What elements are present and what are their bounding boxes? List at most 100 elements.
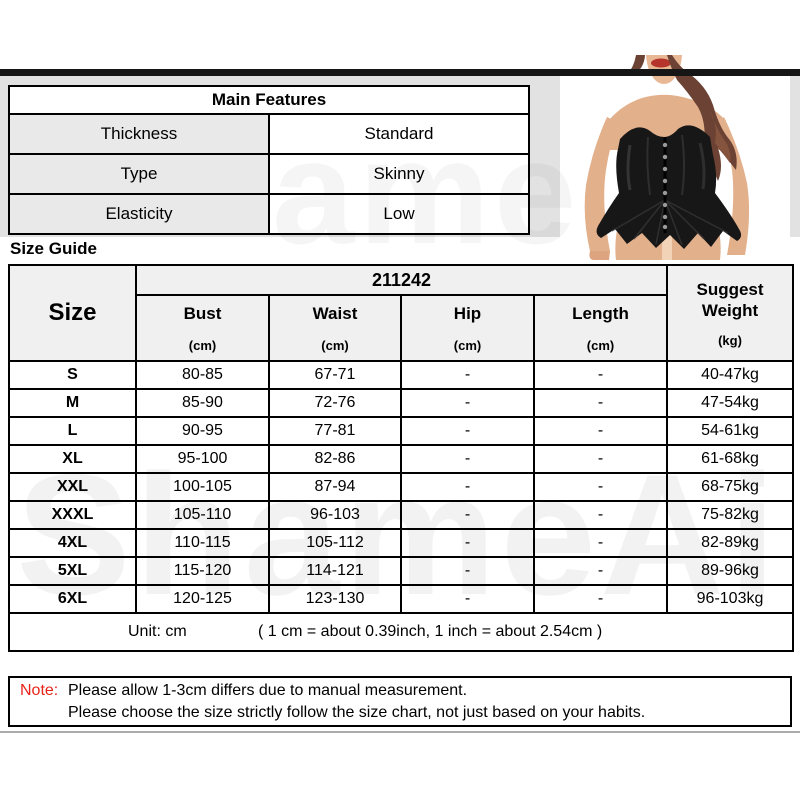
weight-value: 40-47kg [666,360,795,390]
size-label: 5XL [8,556,137,586]
table-row: XXL 100-105 87-94 - - 68-75kg [8,472,795,502]
size-label: M [8,388,137,418]
weight-value: 47-54kg [666,388,795,418]
length-value: - [532,444,669,474]
bust-value: 80-85 [135,360,270,390]
main-features-table: Main Features Thickness Standard Type Sk… [8,85,530,235]
size-label: 4XL [8,528,137,558]
size-column-header: Size [8,264,137,362]
table-row: L 90-95 77-81 - - 54-61kg [8,416,795,446]
waist-column-header: Waist (cm) [268,294,402,362]
bust-value: 110-115 [135,528,270,558]
hip-value: - [400,584,535,614]
length-value: - [532,360,669,390]
note-line-2: Please choose the size strictly follow t… [20,702,784,724]
weight-value: 68-75kg [666,472,795,502]
waist-value: 87-94 [268,472,402,502]
bust-value: 90-95 [135,416,270,446]
feature-label: Elasticity [8,193,270,235]
product-photo [560,55,790,260]
hip-value: - [400,444,535,474]
length-value: - [532,528,669,558]
hip-value: - [400,500,535,530]
waist-value: 67-71 [268,360,402,390]
weight-value: 82-89kg [666,528,795,558]
waist-value: 72-76 [268,388,402,418]
table-row: Type Skinny [8,153,530,195]
feature-value: Standard [268,113,530,155]
table-row: Bust (cm) Waist (cm) Hip (cm) Length (cm… [9,294,793,362]
note-text-1: Please allow 1-3cm differs due to manual… [68,682,468,699]
weight-value: 61-68kg [666,444,795,474]
length-column-header: Length (cm) [532,294,669,362]
waist-value: 123-130 [268,584,402,614]
size-label: L [8,416,137,446]
feature-value: Low [268,193,530,235]
table-row: 6XL 120-125 123-130 - - 96-103kg [8,584,795,614]
note-indent-spacer [20,702,68,724]
table-row: Elasticity Low [8,193,530,235]
unit-label: Unit: cm [128,623,187,640]
waist-value: 105-112 [268,528,402,558]
table-row: Unit: cm ( 1 cm = about 0.39inch, 1 inch… [7,612,795,652]
note-line-1: Note: Please allow 1-3cm differs due to … [20,680,784,702]
bust-value: 115-120 [135,556,270,586]
table-row: Thickness Standard [8,113,530,155]
weight-value: 75-82kg [666,500,795,530]
unit-row: Unit: cm ( 1 cm = about 0.39inch, 1 inch… [7,612,795,652]
main-features-title: Main Features [8,85,530,115]
suggest-weight-label: Suggest Weight [696,279,764,320]
waist-value: 77-81 [268,416,402,446]
model-in-black-corset-illustration [560,55,790,260]
feature-value: Skinny [268,153,530,195]
length-value: - [532,584,669,614]
note-box: Note: Please allow 1-3cm differs due to … [8,676,792,727]
table-row: 4XL 110-115 105-112 - - 82-89kg [8,528,795,558]
hip-value: - [400,472,535,502]
size-label: XXXL [8,500,137,530]
feature-label: Thickness [8,113,270,155]
bust-value: 95-100 [135,444,270,474]
bust-value: 100-105 [135,472,270,502]
hip-value: - [400,556,535,586]
note-text-2: Please choose the size strictly follow t… [68,704,646,721]
table-row: XL 95-100 82-86 - - 61-68kg [8,444,795,474]
product-code: 211242 [134,264,669,296]
top-divider-bar [0,69,800,76]
hip-column-header: Hip (cm) [400,294,535,362]
table-row: M 85-90 72-76 - - 47-54kg [8,388,795,418]
size-label: 6XL [8,584,137,614]
bust-value: 105-110 [135,500,270,530]
size-guide-heading: Size Guide [10,239,97,258]
length-value: - [532,556,669,586]
size-label: XL [8,444,137,474]
size-label: S [8,360,137,390]
waist-value: 96-103 [268,500,402,530]
bust-value: 85-90 [135,388,270,418]
weight-value: 89-96kg [666,556,795,586]
length-value: - [532,416,669,446]
feature-label: Type [8,153,270,195]
weight-value: 54-61kg [666,416,795,446]
length-value: - [532,388,669,418]
table-row: S 80-85 67-71 - - 40-47kg [8,360,795,390]
table-row: Size 211242 Suggest Weight (kg) [8,264,795,362]
size-label: XXL [8,472,137,502]
hip-value: - [400,528,535,558]
bust-column-header: Bust (cm) [135,294,270,362]
suggest-weight-unit: (kg) [718,332,742,348]
bottom-divider-line [0,731,800,733]
hip-value: - [400,388,535,418]
waist-value: 82-86 [268,444,402,474]
suggest-weight-header: Suggest Weight (kg) [666,264,795,362]
table-row: Main Features [8,85,530,115]
table-row: XXXL 105-110 96-103 - - 75-82kg [8,500,795,530]
unit-conversion: ( 1 cm = about 0.39inch, 1 inch = about … [258,623,603,640]
table-row: 5XL 115-120 114-121 - - 89-96kg [8,556,795,586]
hip-value: - [400,360,535,390]
length-value: - [532,500,669,530]
hip-value: - [400,416,535,446]
waist-value: 114-121 [268,556,402,586]
bust-value: 120-125 [135,584,270,614]
note-label: Note: [20,682,59,699]
